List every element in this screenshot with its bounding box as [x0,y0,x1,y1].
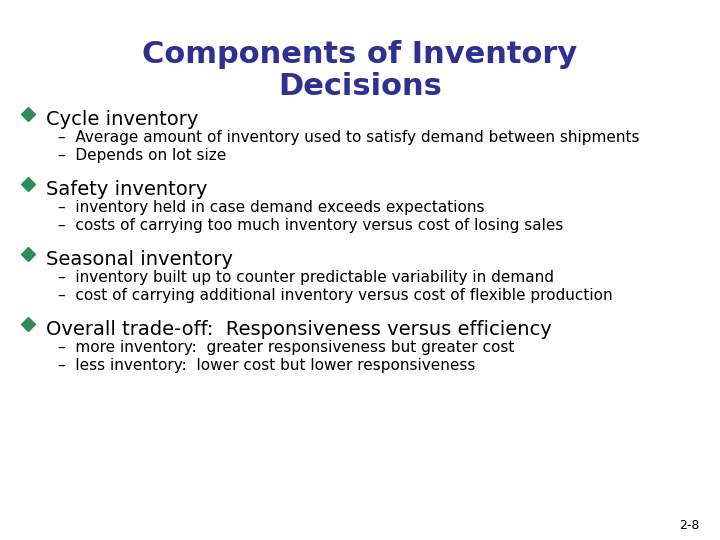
Text: –  Average amount of inventory used to satisfy demand between shipments: – Average amount of inventory used to sa… [58,130,639,145]
Text: –  cost of carrying additional inventory versus cost of flexible production: – cost of carrying additional inventory … [58,288,613,303]
Text: –  less inventory:  lower cost but lower responsiveness: – less inventory: lower cost but lower r… [58,358,475,373]
Text: Cycle inventory: Cycle inventory [46,110,199,129]
Text: –  costs of carrying too much inventory versus cost of losing sales: – costs of carrying too much inventory v… [58,218,563,233]
Text: Components of Inventory: Components of Inventory [143,40,577,69]
Text: Decisions: Decisions [278,72,442,101]
Text: –  Depends on lot size: – Depends on lot size [58,148,226,163]
Text: Overall trade-off:  Responsiveness versus efficiency: Overall trade-off: Responsiveness versus… [46,320,552,339]
Text: –  more inventory:  greater responsiveness but greater cost: – more inventory: greater responsiveness… [58,340,514,355]
Text: Safety inventory: Safety inventory [46,180,207,199]
Text: –  inventory held in case demand exceeds expectations: – inventory held in case demand exceeds … [58,200,485,215]
Text: 2-8: 2-8 [680,519,700,532]
Text: Seasonal inventory: Seasonal inventory [46,250,233,269]
Text: –  inventory built up to counter predictable variability in demand: – inventory built up to counter predicta… [58,270,554,285]
